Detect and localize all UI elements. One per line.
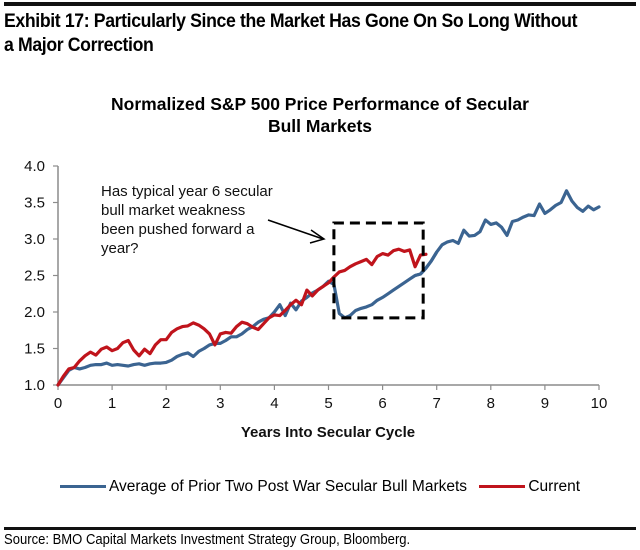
chart-title-line2: Bull Markets	[267, 116, 373, 136]
legend-swatch-blue	[59, 485, 106, 488]
legend-item-average: Average of Prior Two Post War Secular Bu…	[59, 477, 468, 496]
dashed-highlight-box	[332, 221, 425, 320]
annotation-text-line: Has typical year 6 secular	[101, 183, 273, 200]
y-tick-label: 3.0	[24, 231, 45, 248]
source-note: Source: BMO Capital Markets Investment S…	[4, 532, 411, 548]
x-tick-label: 5	[324, 395, 332, 412]
exhibit-title: Exhibit 17: Particularly Since the Marke…	[4, 10, 595, 58]
bottom-rule	[4, 527, 636, 530]
legend-label-current: Current	[528, 477, 581, 495]
annotation-text-line: been pushed forward a	[101, 221, 255, 238]
legend-label-average: Average of Prior Two Post War Secular Bu…	[108, 477, 468, 495]
x-axis-title: Years Into Secular Cycle	[241, 424, 415, 441]
x-tick-label: 2	[162, 395, 170, 412]
y-tick-label: 1.5	[24, 341, 45, 358]
x-tick-label: 10	[591, 395, 608, 412]
x-tick-label: 0	[54, 395, 62, 412]
series-line-average-overlap	[414, 251, 439, 278]
y-tick-label: 2.0	[24, 304, 45, 321]
series-layer	[56, 189, 601, 387]
x-tick-label: 1	[108, 395, 116, 412]
y-tick-label: 3.5	[24, 195, 45, 212]
chart-title: Normalized S&P 500 Price Performance of …	[0, 93, 640, 137]
legend: Average of Prior Two Post War Secular Bu…	[0, 475, 640, 496]
annotation-arrow-shaft	[267, 219, 324, 240]
exhibit-title-line2: a Major Correction	[4, 35, 154, 56]
chart-plot: 1.0 1.5 2.0 2.5 3.0 3.5 4.0 0 1 2 3 4 5 6 7 8 9 10 Has ty…	[24, 158, 607, 441]
legend-swatch-red	[479, 485, 526, 488]
x-tick-label: 8	[487, 395, 495, 412]
y-tick-label: 4.0	[24, 158, 45, 175]
y-tick-label: 1.0	[24, 377, 45, 394]
x-tick-label: 4	[270, 395, 278, 412]
top-rule	[4, 2, 636, 6]
series-line-current	[56, 247, 428, 387]
chart-title-line1: Normalized S&P 500 Price Performance of …	[111, 94, 529, 114]
x-tick-label: 6	[378, 395, 386, 412]
annotation-text-line: bull market weakness	[101, 202, 245, 219]
axes: 1.0 1.5 2.0 2.5 3.0 3.5 4.0 0 1 2 3 4 5 6 7 8 9 10	[24, 158, 607, 412]
y-tick-label: 2.5	[24, 268, 45, 285]
x-tick-label: 9	[541, 395, 549, 412]
annotation-layer: Has typical year 6 secular bull market we…	[101, 183, 425, 320]
annotation-text-line: year?	[101, 240, 139, 257]
legend-item-current: Current	[479, 478, 580, 496]
annotation-arrow-head	[309, 229, 326, 244]
x-tick-label: 3	[216, 395, 224, 412]
x-tick-label: 7	[433, 395, 441, 412]
exhibit-title-line1: Exhibit 17: Particularly Since the Marke…	[4, 11, 578, 32]
